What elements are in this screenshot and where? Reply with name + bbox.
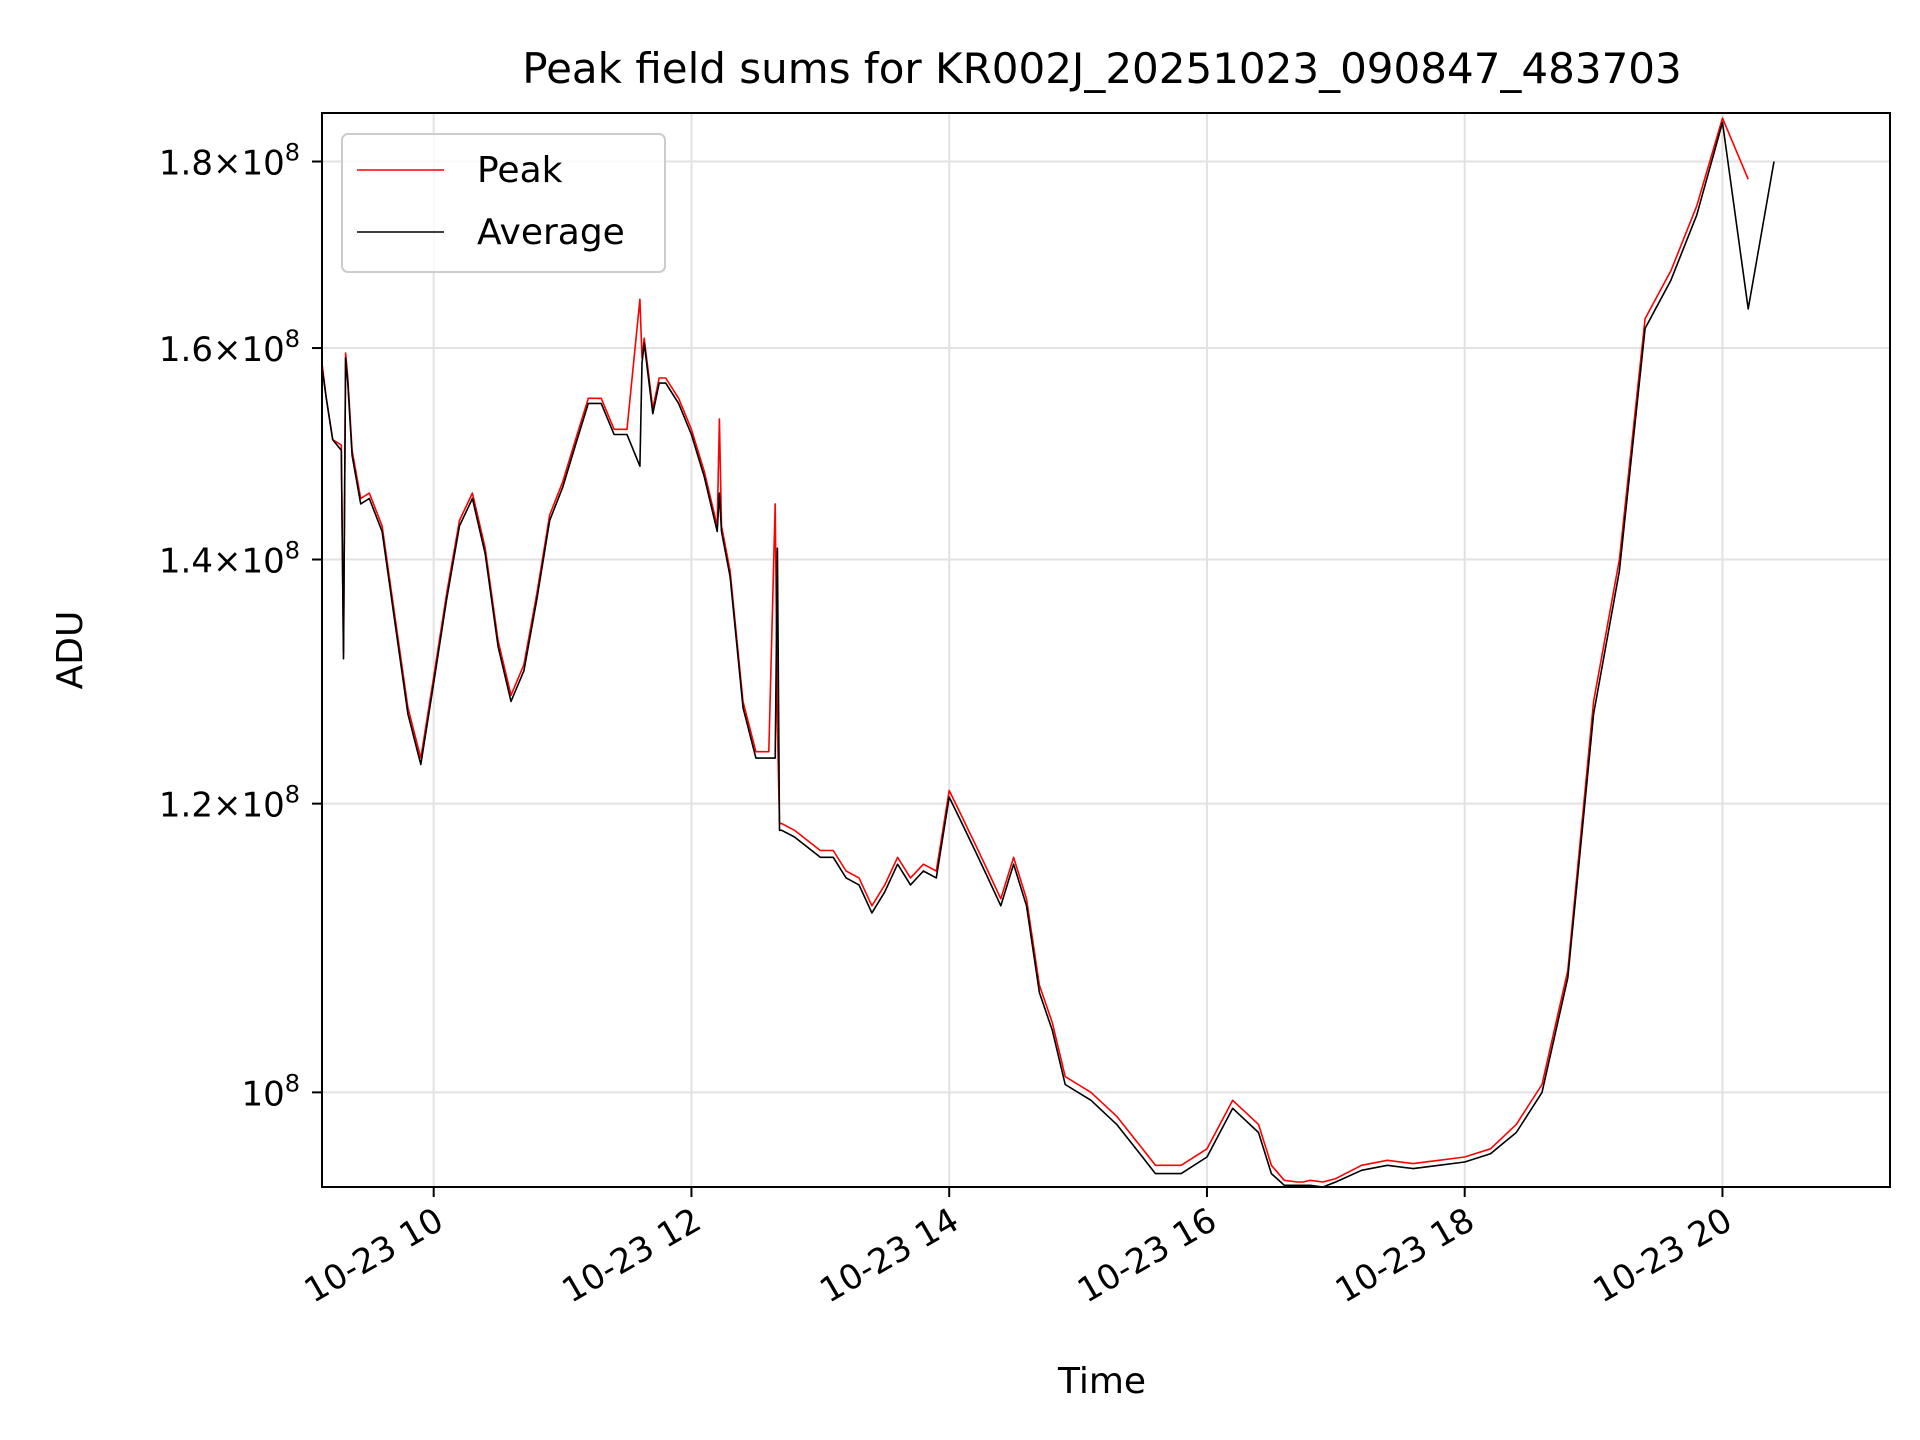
x-axis-label: Time [1057,1361,1146,1402]
series-line-average [322,121,1775,1187]
legend-label-peak: Peak [477,150,563,191]
legend-box [341,133,666,273]
chart-title: Peak field sums for KR002J_20251023_0908… [522,44,1682,93]
y-tick-label: 108 [241,1069,300,1114]
y-tick-label: 1.8×108 [159,139,300,184]
series-line-peak [322,117,1749,1183]
legend-label-average: Average [477,212,625,253]
y-axis-label: ADU [50,611,91,690]
y-axis: 108 1.2×108 1.4×108 1.6×108 1.8×108 [159,139,322,1114]
plot-frame [321,112,1891,1188]
y-tick-label: 1.6×108 [159,325,300,370]
plot-lines [322,117,1775,1187]
y-tick-label: 1.2×108 [159,781,300,826]
legend: Peak Average [341,133,666,273]
y-tick-label: 1.4×108 [159,537,300,582]
